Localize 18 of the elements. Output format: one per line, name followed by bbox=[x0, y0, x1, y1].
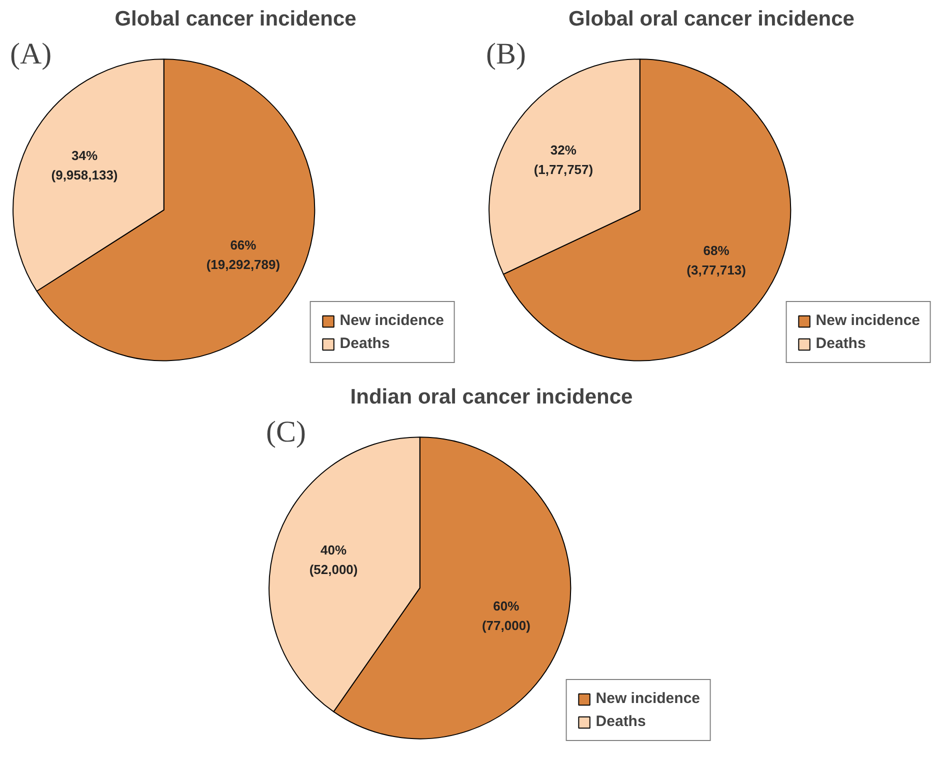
text: (B) bbox=[486, 38, 526, 71]
chart-title: Global oral cancer incidence bbox=[568, 8, 854, 30]
legend-label: Deaths bbox=[340, 335, 390, 352]
data-label: 32% (1,77,757) bbox=[534, 142, 594, 178]
text: (C) bbox=[266, 416, 306, 449]
chart-title: Indian oral cancer incidence bbox=[350, 386, 633, 408]
legend-label: Deaths bbox=[816, 335, 866, 352]
data-label: 34% (9,958,133) bbox=[51, 148, 118, 182]
legend-label: Deaths bbox=[596, 713, 646, 730]
data-label: 68% (3,77,713) bbox=[686, 242, 746, 278]
legend-label: New incidence bbox=[340, 312, 444, 329]
data-label: 60% (77,000) bbox=[482, 598, 530, 634]
legend-label: New incidence bbox=[816, 312, 920, 329]
chart-title: Global cancer incidence bbox=[114, 8, 356, 30]
text: (A) bbox=[10, 38, 52, 71]
data-label: 40% (52,000) bbox=[309, 542, 358, 578]
data-label: 66% (19,292,789) bbox=[206, 238, 280, 272]
legend-label: New incidence bbox=[596, 690, 700, 707]
